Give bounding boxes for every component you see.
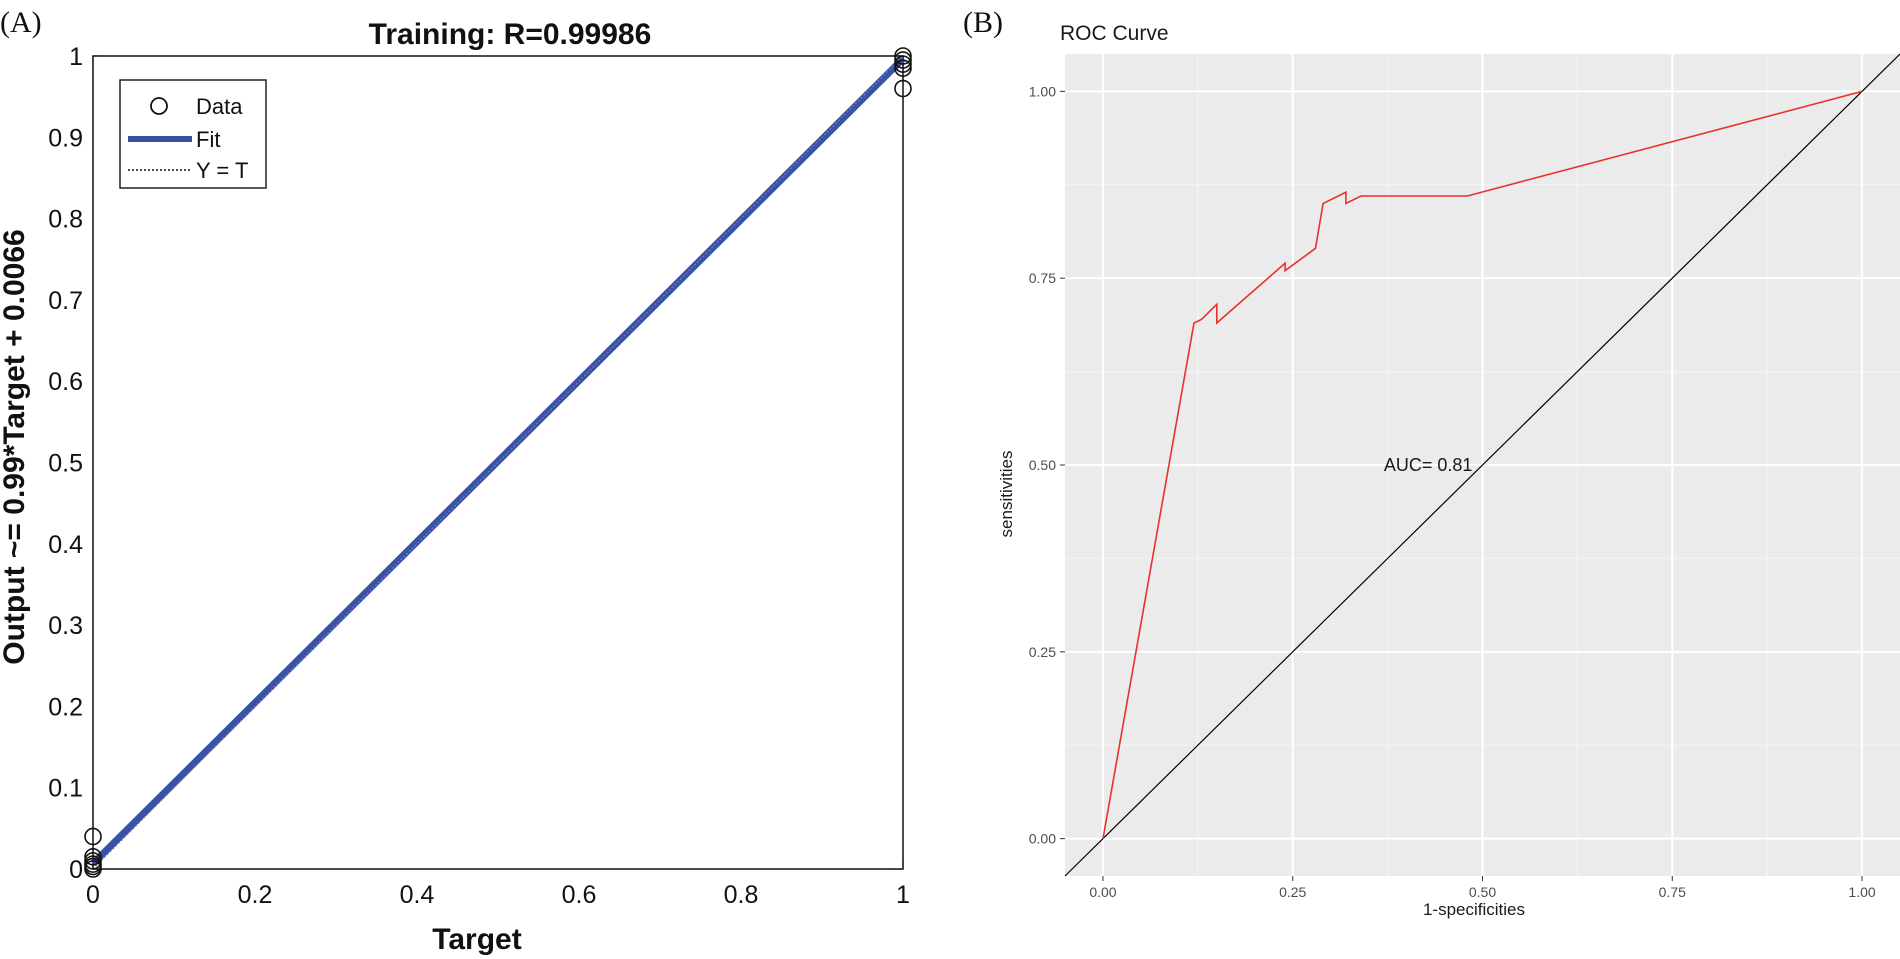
y-tick-label: 0.75 [1029,270,1056,286]
chart-a-title: Training: R=0.99986 [369,18,652,51]
x-tick-label: 0.25 [1279,884,1306,900]
y-tick-label: 0 [69,856,83,884]
y-tick-label: 1.00 [1029,83,1056,99]
x-tick-label: 0 [86,881,100,909]
y-tick-label: 0.2 [48,693,83,721]
legend-fit-label: Fit [196,127,220,152]
x-tick-label: 0.75 [1659,884,1686,900]
chart-b-y-axis-label: sensitivities [997,451,1016,538]
x-tick-label: 0.00 [1089,884,1116,900]
x-tick-label: 0.2 [238,881,273,909]
data-point [84,827,102,846]
fit-line [90,56,906,867]
x-tick-label: 0.8 [724,881,759,909]
y-tick-label: 0.7 [48,287,83,315]
x-tick-label: 1.00 [1848,884,1875,900]
roc-curve-line [1102,90,1863,839]
data-point [84,852,102,870]
reference-diagonal-line [1064,53,1900,877]
panel-a-label: (A) [0,6,42,39]
y-tick-label: 0.3 [48,612,83,640]
y-tick-label: 0.9 [48,124,83,152]
identity-line [92,55,904,870]
y-tick-label: 1 [69,43,83,71]
data-point [894,51,912,69]
y-tick-label: 0.50 [1029,457,1056,473]
chart-a-y-axis-label: Output ~= 0.99*Target + 0.0066 [0,229,31,664]
y-tick-label: 0.4 [48,531,83,559]
chart-b-plot-area: AUC= 0.81 [1064,53,1900,877]
legend-data-label: Data [196,94,243,119]
x-tick-label: 0.4 [400,881,435,909]
x-tick-label: 0.6 [562,881,597,909]
y-tick-label: 0.1 [48,775,83,803]
y-tick-label: 0.6 [48,368,83,396]
legend-data-marker [150,97,168,115]
data-point [894,59,912,77]
chart-a-plot-area [84,47,912,878]
chart-b-ticks: 0.00 0.25 0.50 0.75 1.00 0.00 0.25 0.50 0.75 1.00 [1029,83,1876,900]
x-tick-label: 0.50 [1469,884,1496,900]
y-tick-label: 0.00 [1029,831,1056,847]
chart-b-title: ROC Curve [1060,22,1169,45]
auc-annotation: AUC= 0.81 [1384,455,1473,475]
y-tick-label: 0.25 [1029,644,1056,660]
panel-b-label: (B) [963,6,1003,39]
data-point [894,55,912,73]
chart-b-x-axis-label: 1-specificities [1423,900,1525,919]
data-point [894,79,912,98]
chart-a-x-axis-label: Target [432,923,521,956]
data-point [894,47,912,65]
x-tick-label: 1 [896,881,910,909]
data-point [84,848,102,866]
chart-a-ticks: 0 0.2 0.4 0.6 0.8 1 0 0.1 0.2 0.3 0.4 0.5 0.6 0.7 0.8 0… [48,43,910,909]
chart-a-legend: Data Fit Y = T [119,79,267,189]
y-tick-label: 0.5 [48,450,83,478]
legend-yt-label: Y = T [196,158,248,183]
y-tick-label: 0.8 [48,206,83,234]
